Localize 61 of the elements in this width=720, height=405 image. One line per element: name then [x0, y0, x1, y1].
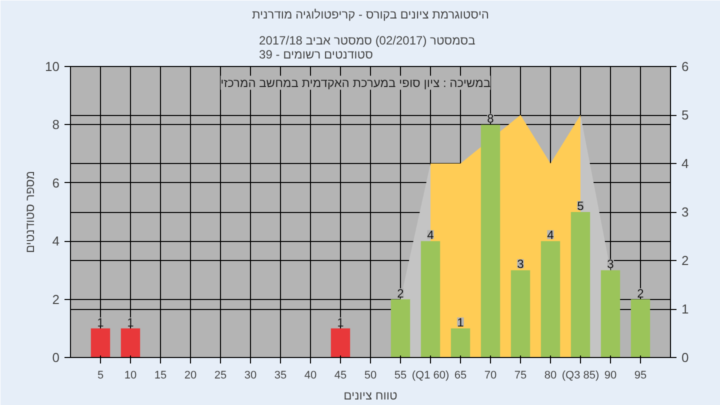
bar [420, 241, 440, 358]
chart-title: היסטוגרמת ציונים בקורס - קריפטולוגיה מודרנית [252, 8, 490, 22]
x-tick-label: 5 [97, 370, 104, 382]
x-tick-label: 10 [124, 370, 137, 382]
x-tick-label: 80 [544, 370, 557, 382]
x-tick-label: (Q3 85) [562, 370, 600, 382]
data-label: 3 [517, 257, 524, 272]
y2-tick-label: 5 [682, 108, 689, 122]
x-tick-label: 30 [244, 370, 257, 382]
bar [600, 270, 620, 358]
chart-subtitle: בסמסטר (02/2017) סמסטר אביב 2017/18 סטודנטים רשומים - 39 [259, 34, 476, 62]
x-tick-label: 45 [334, 370, 347, 382]
y-tick-label: 10 [45, 59, 60, 74]
x-axis-title: טווח ציונים [344, 388, 398, 402]
y2-tick-label: 0 [682, 350, 689, 365]
data-label: 4 [547, 228, 554, 242]
annotation: במשיכה : ציון סופי במערכת האקדמית במחשב המרכזי [220, 76, 491, 90]
data-label: 2 [397, 286, 404, 300]
x-tick-label: 65 [454, 370, 467, 382]
y-tick-label: 2 [52, 292, 60, 307]
x-tick-label: 90 [604, 370, 617, 382]
y2-tick-label: 3 [682, 204, 689, 220]
bar [120, 328, 140, 358]
y2-tick-label: 4 [682, 156, 689, 171]
x-tick-label: 40 [304, 370, 317, 382]
x-tick-label: 75 [514, 370, 527, 382]
bar [630, 299, 650, 358]
bar [90, 328, 110, 358]
data-label: 1 [337, 315, 344, 330]
y2-tick-label: 6 [682, 59, 689, 74]
data-label: 4 [427, 228, 434, 242]
bar [390, 299, 410, 358]
bar [570, 212, 590, 358]
y-tick-label: 8 [52, 117, 60, 132]
x-tick-label: 50 [364, 370, 377, 382]
bar [330, 328, 350, 358]
bar [480, 124, 500, 358]
bar [540, 241, 560, 358]
data-label: 8 [487, 112, 494, 126]
x-tick-label: 35 [274, 370, 287, 382]
x-tick-label: 55 [394, 370, 407, 382]
x-tick-label: 70 [484, 370, 497, 382]
bar [450, 328, 470, 358]
y-tick-label: 6 [52, 175, 60, 190]
y-tick-label: 0 [52, 350, 60, 365]
data-label: 3 [607, 257, 614, 272]
y2-tick-label: 1 [682, 302, 689, 316]
x-tick-label: 20 [184, 370, 197, 382]
data-label: 1 [97, 315, 104, 330]
data-label: 1 [457, 315, 464, 330]
data-label: 5 [577, 199, 584, 213]
data-label: 2 [637, 286, 644, 300]
y-tick-label: 4 [52, 234, 60, 249]
x-tick-label: 25 [214, 370, 227, 382]
y2-tick-label: 2 [682, 253, 689, 268]
x-tick-label: (Q1 60) [412, 370, 450, 382]
y-axis-title: מספר סטודנטים [23, 170, 38, 254]
bar [510, 270, 530, 358]
x-tick-label: 15 [154, 370, 167, 382]
x-tick-label: 95 [634, 370, 647, 382]
data-label: 1 [127, 315, 134, 330]
